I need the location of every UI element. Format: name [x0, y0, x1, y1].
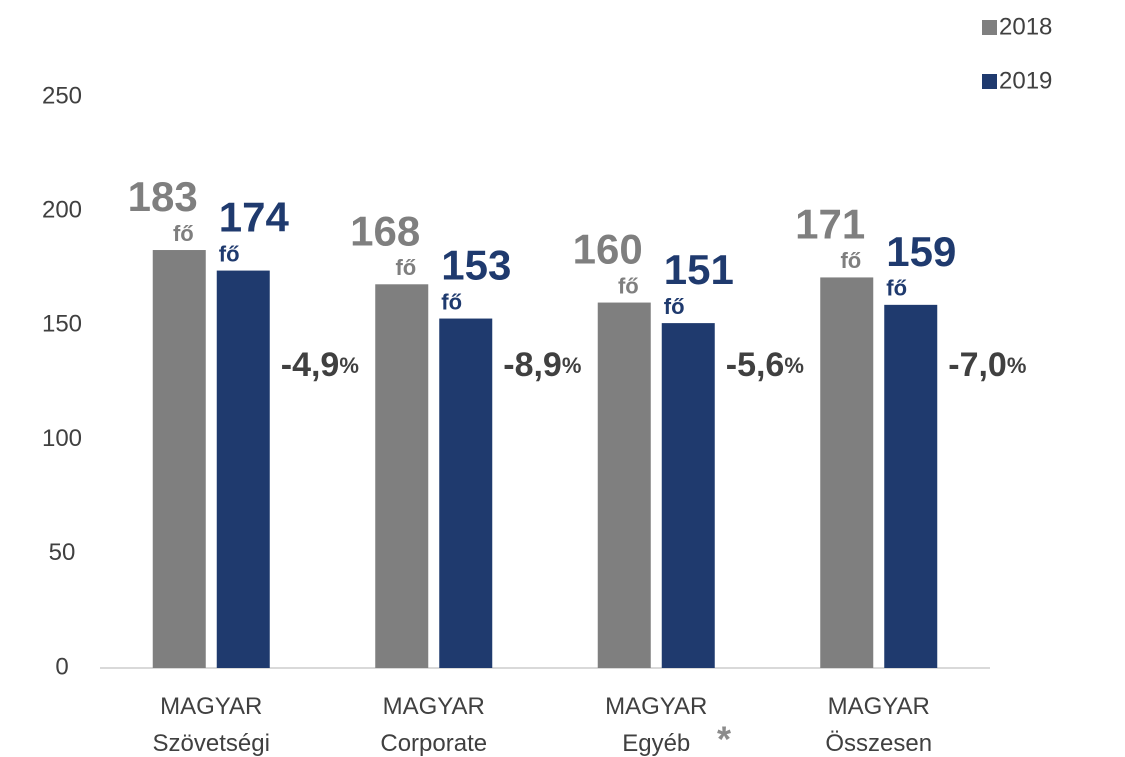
- unit-label: fő: [664, 294, 685, 319]
- footnote-mark: *: [717, 719, 731, 757]
- y-tick-label: 200: [42, 197, 82, 224]
- x-tick-label: MAGYAR Összesen: [825, 693, 932, 757]
- value-label: 171: [795, 201, 865, 248]
- legend-label: 2019: [999, 67, 1052, 94]
- unit-label: fő: [219, 241, 240, 266]
- y-tick-label: 150: [42, 311, 82, 338]
- change-number: -8,9: [503, 346, 562, 384]
- value-label: 168: [350, 207, 420, 254]
- y-tick-label: 50: [49, 539, 76, 566]
- unit-label: fő: [618, 273, 639, 298]
- y-tick-label: 100: [42, 425, 82, 452]
- bar: [152, 250, 206, 668]
- unit-label: fő: [441, 289, 462, 314]
- x-tick-label: MAGYAR Egyéb: [605, 693, 707, 757]
- unit-label: fő: [395, 255, 416, 280]
- change-unit: %: [339, 353, 359, 378]
- unit-label: fő: [886, 276, 907, 301]
- value-label: 159: [886, 228, 956, 275]
- bar: [661, 323, 715, 668]
- unit-label: fő: [840, 248, 861, 273]
- x-tick-label-line: MAGYAR: [160, 693, 262, 720]
- x-tick-label: MAGYAR Corporate: [380, 693, 487, 757]
- x-tick-label-line: MAGYAR: [828, 693, 930, 720]
- x-tick-label-line: Összesen: [825, 730, 932, 757]
- change-label: -5,6%: [726, 346, 804, 384]
- bar: [820, 277, 874, 668]
- value-label: 174: [219, 194, 290, 241]
- change-number: -4,9: [281, 346, 340, 384]
- bar: [439, 318, 493, 668]
- x-tick-label-line: Szövetségi: [153, 730, 270, 757]
- bar: [375, 284, 429, 668]
- legend-swatch: [982, 20, 997, 35]
- y-tick-label: 0: [55, 653, 68, 680]
- value-label: 151: [664, 246, 734, 293]
- change-number: -5,6: [726, 346, 785, 384]
- change-label: -8,9%: [503, 346, 581, 384]
- x-tick-label-line: Corporate: [380, 730, 487, 757]
- x-tick-label-line: MAGYAR: [383, 693, 485, 720]
- bar: [597, 302, 651, 668]
- change-label: -4,9%: [281, 346, 359, 384]
- change-unit: %: [784, 353, 804, 378]
- change-number: -7,0: [948, 346, 1007, 384]
- x-tick-label: MAGYAR Szövetségi: [153, 693, 270, 757]
- legend-label: 2018: [999, 13, 1052, 40]
- value-label: 183: [128, 173, 198, 220]
- bar: [884, 304, 938, 668]
- x-tick-label-line: Egyéb: [622, 730, 690, 757]
- value-label: 153: [441, 242, 511, 289]
- change-label: -7,0%: [948, 346, 1026, 384]
- unit-label: fő: [173, 221, 194, 246]
- bar: [216, 270, 270, 668]
- value-label: 160: [573, 226, 643, 273]
- legend-swatch: [982, 74, 997, 89]
- change-unit: %: [562, 353, 582, 378]
- x-tick-label-line: MAGYAR: [605, 693, 707, 720]
- change-unit: %: [1007, 353, 1027, 378]
- y-tick-label: 250: [42, 82, 82, 109]
